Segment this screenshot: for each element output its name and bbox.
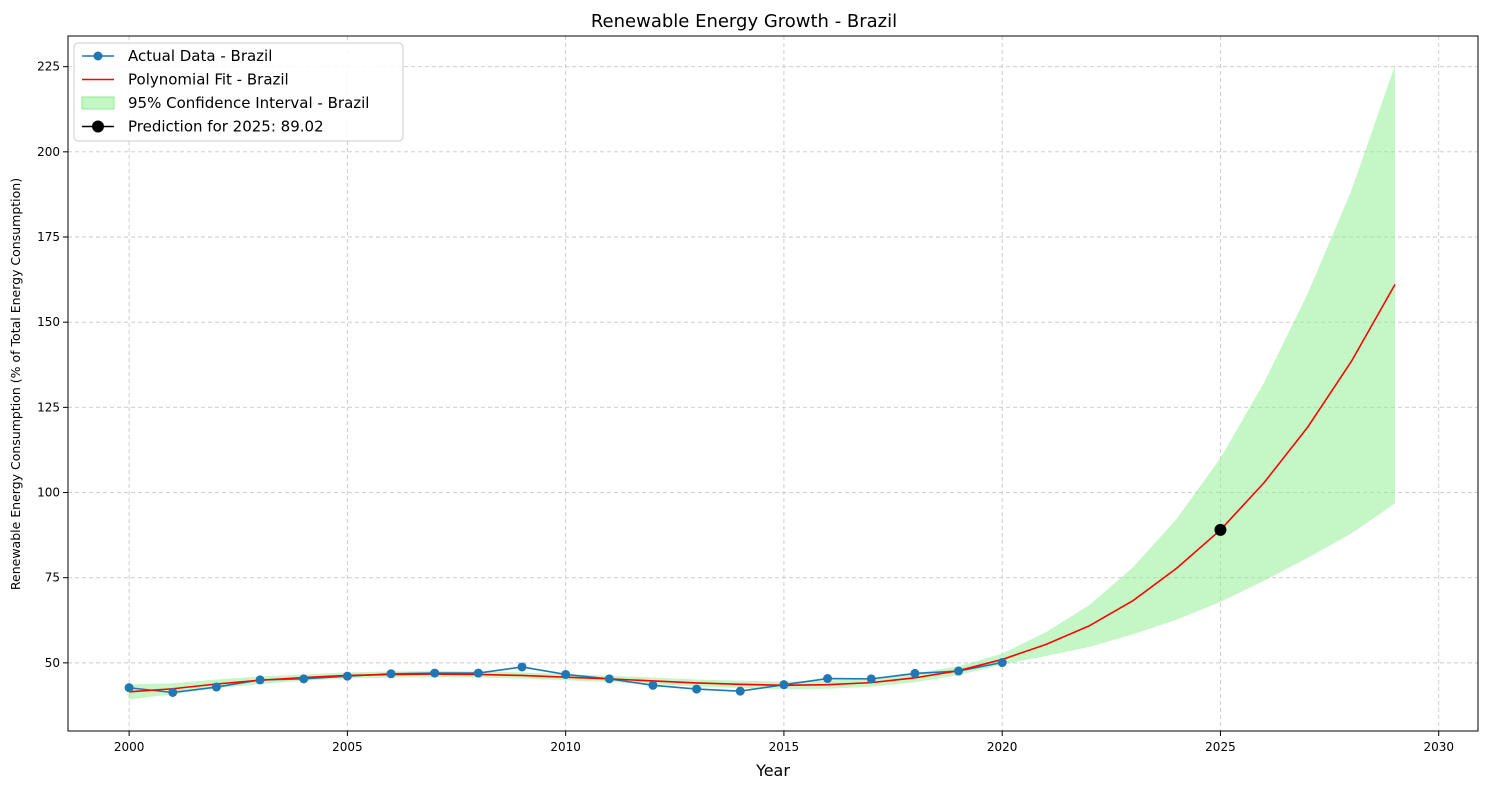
- legend-item: Prediction for 2025: 89.02: [82, 118, 324, 136]
- actual-data-point: [561, 669, 571, 679]
- legend-label: Prediction for 2025: 89.02: [128, 118, 324, 136]
- legend-item: Actual Data - Brazil: [82, 47, 272, 65]
- legend-swatch-marker: [93, 51, 103, 61]
- legend-label: Actual Data - Brazil: [128, 47, 272, 65]
- x-tick-label: 2020: [987, 740, 1018, 754]
- actual-data-point: [342, 671, 352, 681]
- legend-label: Polynomial Fit - Brazil: [128, 71, 289, 89]
- legend-box: [73, 42, 404, 142]
- polynomial-fit-line: [129, 283, 1396, 693]
- x-tick-label: 2010: [550, 740, 581, 754]
- actual-data-point: [168, 688, 178, 698]
- actual-data-point: [517, 662, 527, 672]
- x-tick-label: 2005: [332, 740, 363, 754]
- actual-data-point: [954, 666, 964, 676]
- x-tick-label: 2015: [769, 740, 800, 754]
- actual-data-point: [648, 680, 658, 690]
- plot-area: [68, 36, 1478, 731]
- actual-data-point: [473, 668, 483, 678]
- x-axis-title: Year: [755, 761, 790, 780]
- y-axis: 50 75 100 125 150 175 200 225: [37, 60, 68, 670]
- x-tick-label: 2000: [114, 740, 145, 754]
- y-tick-label: 75: [45, 571, 60, 585]
- actual-data-point: [386, 669, 396, 679]
- actual-data-point: [430, 668, 440, 678]
- chart-title: Renewable Energy Growth - Brazil: [591, 11, 897, 32]
- y-tick-label: 125: [37, 400, 60, 414]
- y-tick-label: 100: [37, 486, 60, 500]
- actual-data-point: [692, 684, 702, 694]
- actual-data-point: [779, 680, 789, 690]
- plot-frame: [67, 35, 1479, 732]
- prediction-point: [1214, 523, 1227, 536]
- legend-item: Polynomial Fit - Brazil: [82, 71, 289, 89]
- actual-data-point: [735, 686, 745, 696]
- y-axis-title: Renewable Energy Consumption (% of Total…: [8, 178, 23, 590]
- y-tick-label: 50: [45, 656, 60, 670]
- legend-swatch-band: [81, 96, 115, 110]
- actual-data-point: [997, 658, 1007, 668]
- x-axis: 2000 2005 2010 2015 2020 2025 2030: [114, 731, 1454, 754]
- actual-data-point: [866, 674, 876, 684]
- legend-swatch-marker: [92, 120, 104, 133]
- actual-data-point: [910, 668, 920, 678]
- actual-data-point: [211, 682, 221, 692]
- x-tick-label: 2025: [1205, 740, 1236, 754]
- y-tick-label: 150: [37, 315, 60, 329]
- actual-data-point: [299, 674, 309, 684]
- actual-data-point: [823, 674, 833, 684]
- marker-layer: [124, 523, 1227, 698]
- y-tick-label: 225: [37, 60, 60, 74]
- x-tick-label: 2030: [1423, 740, 1454, 754]
- legend-item: 95% Confidence Interval - Brazil: [81, 94, 369, 112]
- y-tick-label: 200: [37, 145, 60, 159]
- actual-data-point: [255, 675, 265, 685]
- actual-data-point: [604, 674, 614, 684]
- y-tick-label: 175: [37, 230, 60, 244]
- legend-label: 95% Confidence Interval - Brazil: [128, 94, 369, 112]
- actual-data-point: [124, 683, 134, 693]
- legend: Actual Data - Brazil Polynomial Fit - Bra…: [73, 42, 404, 142]
